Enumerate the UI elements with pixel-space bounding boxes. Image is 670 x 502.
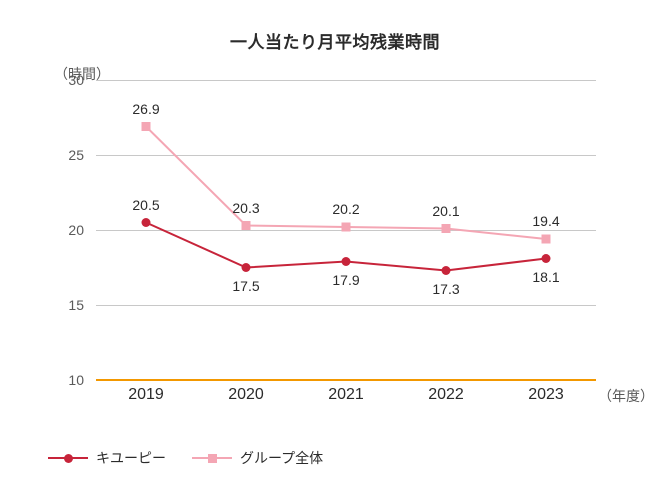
chart-lines <box>96 80 596 380</box>
data-point <box>442 266 451 275</box>
point-value-label: 17.5 <box>232 278 259 294</box>
legend-swatch <box>192 451 232 465</box>
point-value-label: 20.2 <box>332 201 359 217</box>
legend: キユーピー グループ全体 <box>48 448 323 468</box>
x-tick-label: 2020 <box>228 386 264 404</box>
point-value-label: 17.3 <box>432 281 459 297</box>
data-point <box>142 218 151 227</box>
data-point <box>142 122 151 131</box>
legend-swatch <box>48 451 88 465</box>
y-tick-label: 20 <box>68 222 84 238</box>
y-tick-label: 25 <box>68 147 84 163</box>
x-tick-label: 2021 <box>328 386 364 404</box>
series-line <box>146 127 546 240</box>
plot-area: 30252015102019202020212022202320.517.517… <box>96 80 596 380</box>
legend-label: グループ全体 <box>240 448 323 468</box>
data-point <box>342 257 351 266</box>
point-value-label: 19.4 <box>532 213 559 229</box>
x-tick-label: 2019 <box>128 386 164 404</box>
data-point <box>542 254 551 263</box>
point-value-label: 17.9 <box>332 272 359 288</box>
legend-item: キユーピー <box>48 448 166 468</box>
point-value-label: 20.1 <box>432 203 459 219</box>
point-value-label: 20.3 <box>232 200 259 216</box>
chart-title: 一人当たり月平均残業時間 <box>0 28 670 53</box>
y-tick-label: 10 <box>68 372 84 388</box>
x-tick-label: 2023 <box>528 386 564 404</box>
data-point <box>242 221 251 230</box>
overtime-chart: 一人当たり月平均残業時間 （時間） （年度） 30252015102019202… <box>0 0 670 502</box>
data-point <box>542 235 551 244</box>
x-axis-unit: （年度） <box>598 386 654 406</box>
y-tick-label: 15 <box>68 297 84 313</box>
point-value-label: 18.1 <box>532 269 559 285</box>
y-tick-label: 30 <box>68 72 84 88</box>
data-point <box>242 263 251 272</box>
legend-item: グループ全体 <box>192 448 323 468</box>
data-point <box>342 223 351 232</box>
data-point <box>442 224 451 233</box>
point-value-label: 20.5 <box>132 197 159 213</box>
x-tick-label: 2022 <box>428 386 464 404</box>
point-value-label: 26.9 <box>132 101 159 117</box>
legend-label: キユーピー <box>96 448 166 468</box>
